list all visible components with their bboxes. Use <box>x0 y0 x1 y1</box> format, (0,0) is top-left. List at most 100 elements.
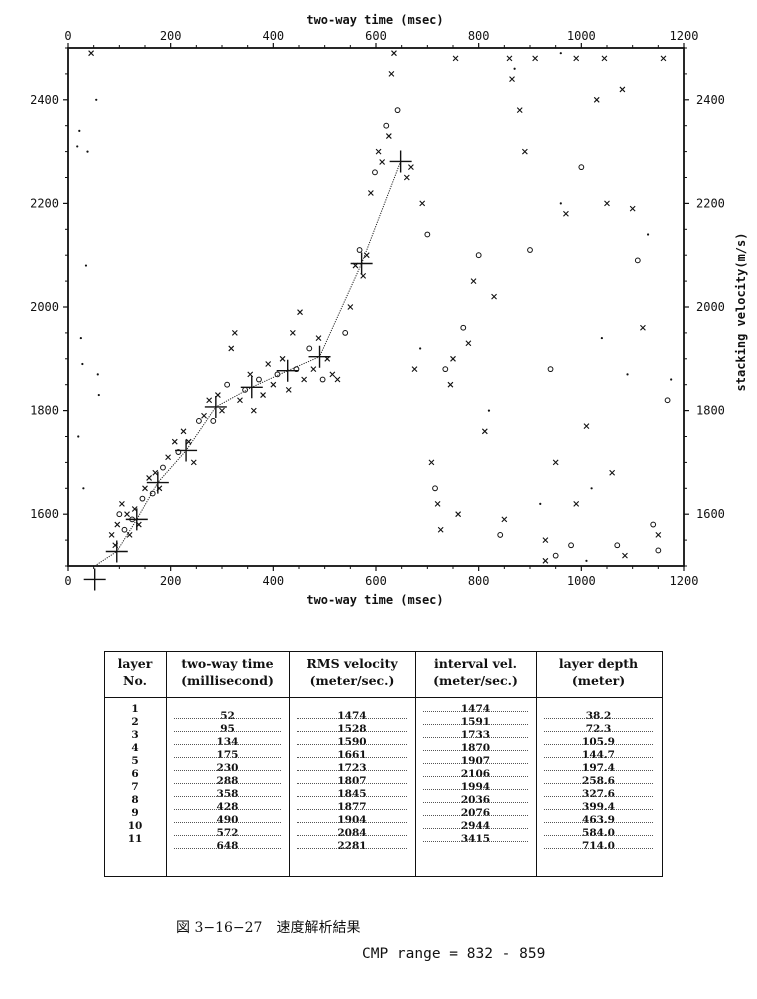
semblance-point <box>185 438 192 445</box>
semblance-point <box>270 381 277 388</box>
table-header-cell: RMS velocity (meter/sec.) <box>306 656 398 688</box>
table-cell-layer_depth: 584.0 <box>582 827 615 839</box>
table-dotted-leader <box>423 711 528 712</box>
semblance-point <box>442 366 449 373</box>
table-cell-layer_depth: 38.2 <box>585 710 612 722</box>
table-dotted-leader <box>297 770 407 771</box>
semblance-point <box>622 552 628 559</box>
semblance-point <box>306 345 313 352</box>
table-header-cell: two-way time (millisecond) <box>181 656 274 688</box>
semblance-point <box>190 459 197 466</box>
semblance-point <box>146 475 152 481</box>
semblance-point <box>521 148 528 155</box>
semblance-point <box>434 500 441 507</box>
semblance-point <box>394 107 401 114</box>
semblance-point <box>547 366 554 373</box>
semblance-point <box>481 428 488 435</box>
y-tick-label-left: 2200 <box>30 196 59 210</box>
picked-velocity-cross <box>204 395 227 418</box>
semblance-point <box>609 469 616 476</box>
table-cell-rms_velocity: 1590 <box>337 736 367 748</box>
semblance-point <box>301 376 308 383</box>
table-dotted-leader <box>423 750 528 751</box>
semblance-point <box>383 122 390 129</box>
semblance-point <box>552 552 559 559</box>
table-dotted-leader <box>423 763 528 764</box>
semblance-point <box>447 381 454 388</box>
table-dotted-leader <box>174 757 281 758</box>
semblance-point <box>86 150 89 153</box>
semblance-point <box>419 347 422 350</box>
table-dotted-leader <box>544 718 653 719</box>
semblance-point <box>334 376 341 383</box>
semblance-point <box>142 485 148 492</box>
table-dotted-leader <box>174 718 281 719</box>
semblance-point <box>228 345 235 352</box>
semblance-point <box>329 371 336 378</box>
picked-velocity-cross <box>350 252 373 275</box>
table-cell-layer_no: 9 <box>131 807 139 819</box>
table-dotted-leader <box>423 724 528 725</box>
semblance-point <box>619 86 626 93</box>
table-dotted-leader <box>544 835 653 836</box>
semblance-point <box>379 159 386 165</box>
y-tick-label-right: 2000 <box>696 300 725 314</box>
table-cell-layer_no: 2 <box>131 716 139 728</box>
semblance-point <box>95 98 98 101</box>
semblance-point <box>585 559 588 562</box>
table-header-cell: layer No. <box>117 656 153 688</box>
semblance-point <box>310 366 317 373</box>
table-cell-layer_depth: 197.4 <box>582 762 615 774</box>
x-tick-label-top: 1000 <box>567 29 596 43</box>
semblance-point <box>455 511 462 518</box>
x-tick-label-top: 0 <box>64 29 71 43</box>
x-tick-label-bottom: 0 <box>64 574 71 588</box>
table-dotted-leader <box>544 744 653 745</box>
table-dotted-leader <box>297 731 407 732</box>
table-cell-interval_vel: 1870 <box>460 742 491 754</box>
semblance-point <box>84 264 88 267</box>
semblance-point <box>367 190 374 196</box>
semblance-point <box>375 148 382 155</box>
semblance-point <box>385 133 392 139</box>
table-cell-interval_vel: 1907 <box>460 755 491 767</box>
semblance-point <box>578 164 585 171</box>
semblance-point <box>250 407 257 414</box>
semblance-point <box>224 381 231 388</box>
table-cell-rms_velocity: 1661 <box>337 749 367 761</box>
semblance-point <box>411 366 418 373</box>
table-dotted-leader <box>174 731 281 732</box>
semblance-point <box>501 516 508 523</box>
semblance-point <box>180 428 187 435</box>
semblance-point <box>640 324 646 331</box>
table-header-rule <box>104 697 663 698</box>
table-cell-two_way_time: 648 <box>216 840 239 852</box>
table-dotted-leader <box>297 783 407 784</box>
semblance-point <box>470 278 477 284</box>
velocity-function-line <box>94 161 402 567</box>
table-cell-interval_vel: 2106 <box>460 768 491 780</box>
semblance-point <box>152 469 159 476</box>
semblance-point <box>563 210 569 217</box>
semblance-point <box>206 397 213 404</box>
table-cell-two_way_time: 572 <box>216 827 239 839</box>
semblance-point <box>388 71 395 77</box>
x-tick-label-top: 400 <box>262 29 284 43</box>
table-cell-layer_no: 11 <box>127 833 143 845</box>
semblance-point <box>196 418 202 424</box>
semblance-point <box>573 500 580 507</box>
table-dotted-leader <box>174 822 281 823</box>
semblance-point <box>432 485 438 492</box>
table-cell-two_way_time: 230 <box>216 762 239 774</box>
table-cell-layer_no: 3 <box>131 729 139 741</box>
table-dotted-leader <box>423 789 528 790</box>
semblance-point <box>527 247 533 253</box>
table-cell-layer_no: 4 <box>131 742 139 754</box>
semblance-point <box>539 502 542 505</box>
semblance-point <box>568 542 574 549</box>
table-cell-rms_velocity: 1807 <box>337 775 367 787</box>
table-dotted-leader <box>174 770 281 771</box>
table-dotted-leader <box>174 796 281 797</box>
table-cell-layer_no: 7 <box>131 781 139 793</box>
table-dotted-leader <box>423 776 528 777</box>
